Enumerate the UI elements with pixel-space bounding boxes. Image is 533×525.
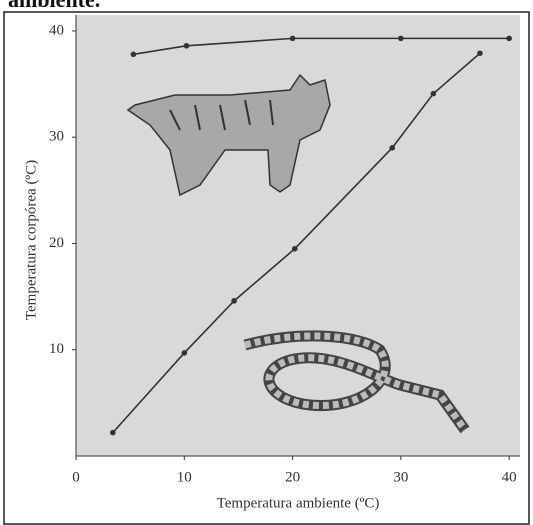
- data-point: [430, 90, 437, 97]
- x-tick-label: 0: [72, 469, 80, 485]
- data-point: [183, 43, 190, 49]
- x-tick-label: 20: [285, 469, 300, 485]
- y-tick-label: 20: [49, 235, 64, 251]
- x-tick-label: 40: [502, 469, 517, 485]
- data-point: [291, 245, 298, 252]
- data-point: [231, 298, 237, 304]
- x-axis-title: Temperatura ambiente (ºC): [217, 495, 380, 511]
- data-point: [398, 35, 404, 42]
- snake-illustration: [243, 330, 470, 434]
- data-point: [389, 145, 396, 151]
- y-tick-label: 10: [49, 341, 64, 357]
- data-point: [110, 429, 116, 436]
- x-tick-label: 10: [177, 469, 192, 485]
- caption-fragment: ambiente.: [8, 0, 100, 12]
- data-point: [477, 50, 483, 57]
- data-point: [130, 51, 137, 58]
- y-axis-title: Temperatura corpórea (ºC): [23, 160, 39, 320]
- x-tick-label: 30: [393, 469, 408, 485]
- y-tick-label: 30: [49, 129, 64, 145]
- data-point: [289, 35, 296, 42]
- data-point: [506, 35, 512, 42]
- data-point: [181, 350, 188, 356]
- y-tick-label: 40: [49, 22, 64, 38]
- cat-illustration: [126, 73, 331, 197]
